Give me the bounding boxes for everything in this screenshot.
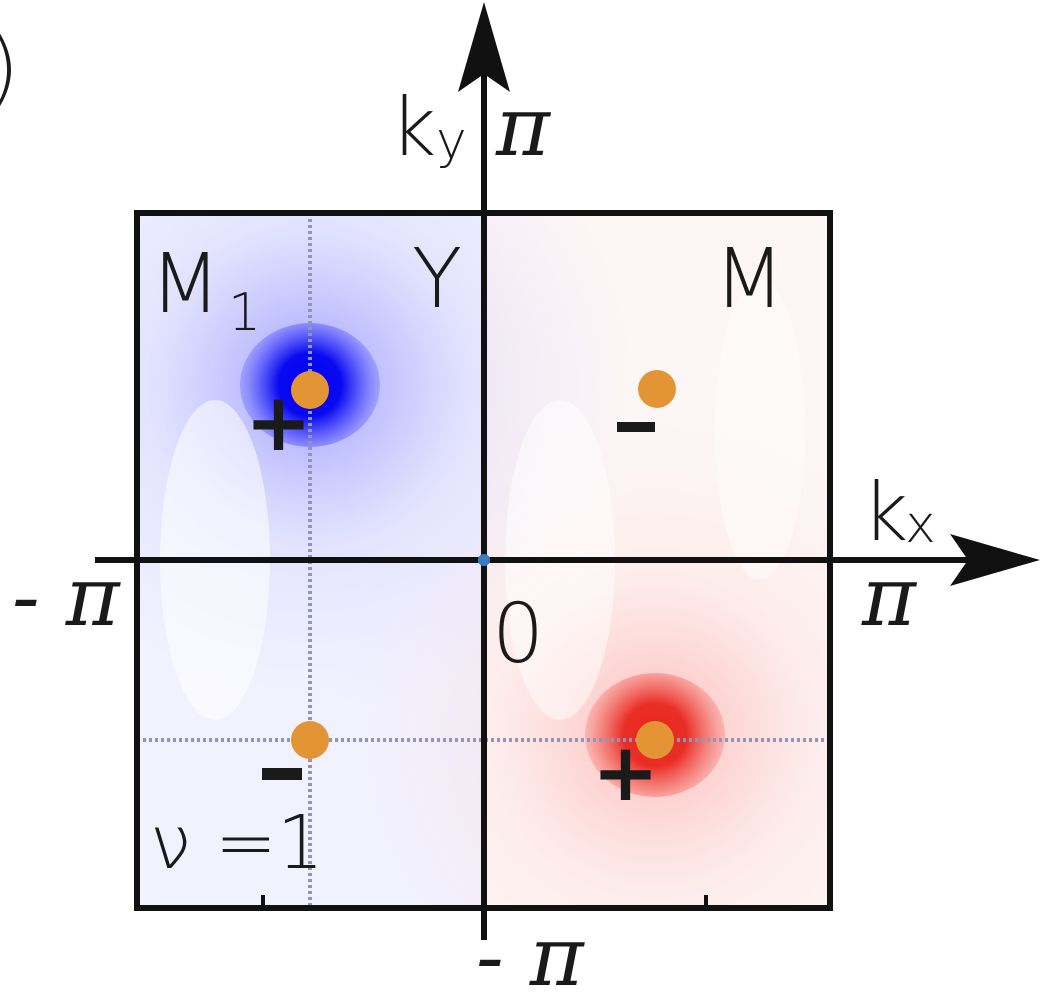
sign-bottom-left-bar — [262, 768, 302, 780]
point-M1-main: M — [150, 237, 221, 332]
kx-label-main: k — [862, 466, 908, 559]
kx-min-label: - π — [12, 550, 122, 645]
sign-bottom-right: + — [592, 726, 659, 819]
winding-number: ν =1 — [150, 800, 324, 886]
point-Y: Y — [412, 232, 462, 327]
sign-top-right-bar — [617, 422, 655, 432]
node-dot-bottom-left — [291, 721, 329, 759]
point-M1-sub: 1 — [228, 283, 261, 343]
kx-max-label: π — [861, 550, 918, 645]
origin-label: 0 — [492, 587, 544, 682]
point-M: M — [714, 232, 785, 327]
origin-dot — [478, 554, 490, 566]
sign-top-left: + — [245, 376, 312, 469]
ky-min-label: - π — [476, 910, 586, 992]
ky-label-main: k — [390, 81, 436, 174]
kx-label-sub: x — [905, 495, 936, 555]
ky-max-label: π — [495, 80, 552, 175]
ky-label-sub: y — [436, 111, 467, 171]
node-dot-top-right — [638, 370, 676, 408]
panel-letter: ) — [0, 21, 19, 114]
